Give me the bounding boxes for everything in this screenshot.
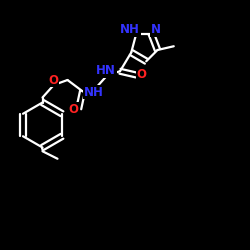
Text: NH: NH <box>120 23 140 36</box>
Text: O: O <box>137 68 147 81</box>
Text: NH: NH <box>84 86 104 98</box>
Text: O: O <box>48 74 58 86</box>
Text: O: O <box>68 103 78 116</box>
Text: N: N <box>151 23 161 36</box>
Text: HN: HN <box>96 64 116 77</box>
